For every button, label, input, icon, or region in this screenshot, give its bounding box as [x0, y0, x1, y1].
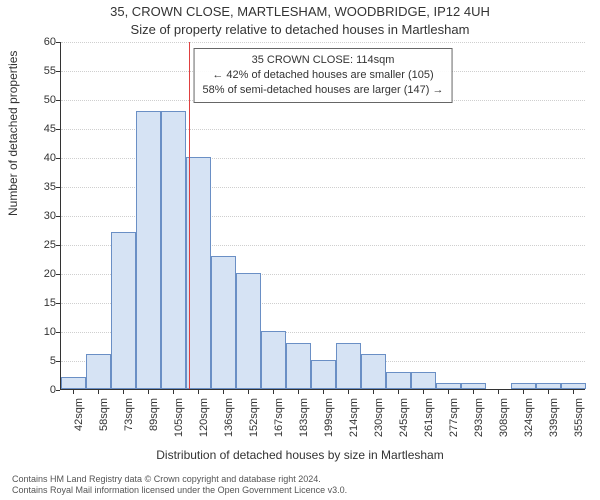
histogram-bar: [161, 111, 185, 389]
histogram-bar: [311, 360, 335, 389]
x-tick-mark: [98, 390, 99, 394]
histogram-bar: [411, 372, 435, 389]
histogram-bar: [286, 343, 310, 389]
x-axis-label: Distribution of detached houses by size …: [0, 448, 600, 462]
x-tick-mark: [273, 390, 274, 394]
histogram-bar: [361, 354, 385, 389]
x-tick-mark: [348, 390, 349, 394]
histogram-bar: [511, 383, 535, 389]
x-tick-mark: [298, 390, 299, 394]
y-tick-label: 10: [16, 326, 56, 338]
x-tick-mark: [148, 390, 149, 394]
y-tick-label: 60: [16, 36, 56, 48]
x-tick-mark: [573, 390, 574, 394]
y-tick-label: 15: [16, 297, 56, 309]
annotation-line-3: 58% of semi-detached houses are larger (…: [203, 83, 444, 98]
x-tick-mark: [323, 390, 324, 394]
y-tick-label: 35: [16, 181, 56, 193]
histogram-bar: [386, 372, 410, 389]
histogram-bar: [261, 331, 285, 389]
y-tick-label: 30: [16, 210, 56, 222]
annotation-box: 35 CROWN CLOSE: 114sqm ← 42% of detached…: [194, 48, 453, 103]
y-tick-label: 40: [16, 152, 56, 164]
plot-area: 35 CROWN CLOSE: 114sqm ← 42% of detached…: [60, 42, 585, 390]
x-tick-mark: [373, 390, 374, 394]
x-tick-mark: [73, 390, 74, 394]
y-tick-label: 45: [16, 123, 56, 135]
footer-line-1: Contains HM Land Registry data © Crown c…: [12, 474, 347, 485]
y-tick-mark: [56, 390, 60, 391]
y-tick-label: 0: [16, 384, 56, 396]
histogram-bar: [136, 111, 160, 389]
x-tick-mark: [123, 390, 124, 394]
x-tick-mark: [548, 390, 549, 394]
x-tick-mark: [448, 390, 449, 394]
y-tick-label: 5: [16, 355, 56, 367]
y-tick-label: 50: [16, 94, 56, 106]
x-tick-mark: [248, 390, 249, 394]
histogram-bar: [211, 256, 235, 389]
y-tick-label: 25: [16, 239, 56, 251]
x-tick-mark: [473, 390, 474, 394]
chart-title: 35, CROWN CLOSE, MARTLESHAM, WOODBRIDGE,…: [0, 4, 600, 19]
y-tick-label: 20: [16, 268, 56, 280]
chart-footer: Contains HM Land Registry data © Crown c…: [12, 474, 347, 497]
histogram-bar: [436, 383, 460, 389]
histogram-bar: [461, 383, 485, 389]
histogram-bar: [61, 377, 85, 389]
chart-container: 35, CROWN CLOSE, MARTLESHAM, WOODBRIDGE,…: [0, 0, 600, 500]
x-tick-mark: [498, 390, 499, 394]
x-tick-mark: [223, 390, 224, 394]
x-tick-mark: [198, 390, 199, 394]
x-tick-mark: [398, 390, 399, 394]
x-tick-mark: [423, 390, 424, 394]
histogram-bar: [186, 157, 210, 389]
histogram-bar: [111, 232, 135, 389]
annotation-line-1: 35 CROWN CLOSE: 114sqm: [203, 53, 444, 68]
histogram-bar: [86, 354, 110, 389]
chart-subtitle: Size of property relative to detached ho…: [0, 22, 600, 37]
footer-line-2: Contains Royal Mail information licensed…: [12, 485, 347, 496]
x-tick-mark: [523, 390, 524, 394]
histogram-bar: [561, 383, 585, 389]
x-tick-mark: [173, 390, 174, 394]
annotation-line-2: ← 42% of detached houses are smaller (10…: [203, 68, 444, 83]
histogram-bar: [336, 343, 360, 389]
y-tick-label: 55: [16, 65, 56, 77]
histogram-bar: [536, 383, 560, 389]
histogram-bar: [236, 273, 260, 389]
reference-line: [189, 42, 190, 389]
